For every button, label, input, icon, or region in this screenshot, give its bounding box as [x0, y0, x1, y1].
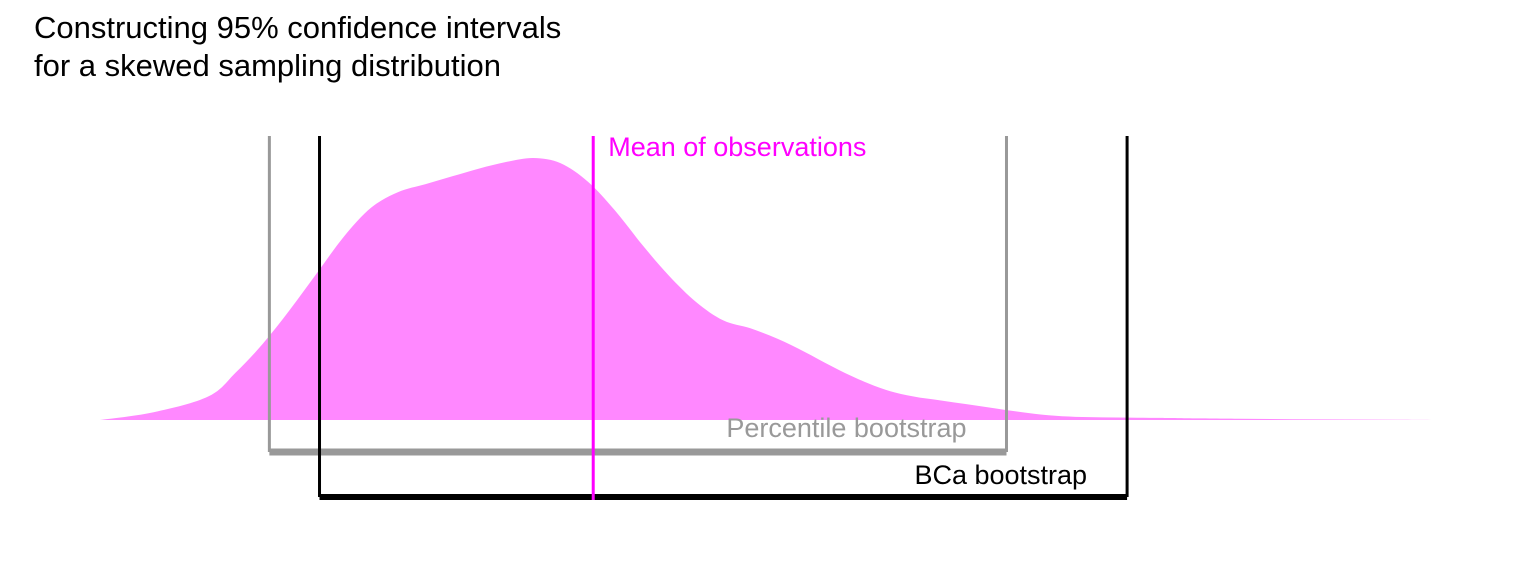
mean-label: Mean of observations [608, 132, 866, 162]
mean-marker: Mean of observations [591, 132, 866, 500]
bca-bootstrap-interval: BCa bootstrap [318, 136, 1129, 500]
percentile-bootstrap-label: Percentile bootstrap [726, 413, 966, 443]
density-area [100, 157, 1455, 420]
chart-title: Constructing 95% confidence intervals fo… [34, 9, 561, 85]
chart-title-line-2: for a skewed sampling distribution [34, 48, 501, 83]
percentile-bootstrap-interval: Percentile bootstrap [267, 136, 1008, 456]
chart-title-line-1: Constructing 95% confidence intervals [34, 10, 562, 45]
bca-bootstrap-label: BCa bootstrap [914, 460, 1087, 490]
